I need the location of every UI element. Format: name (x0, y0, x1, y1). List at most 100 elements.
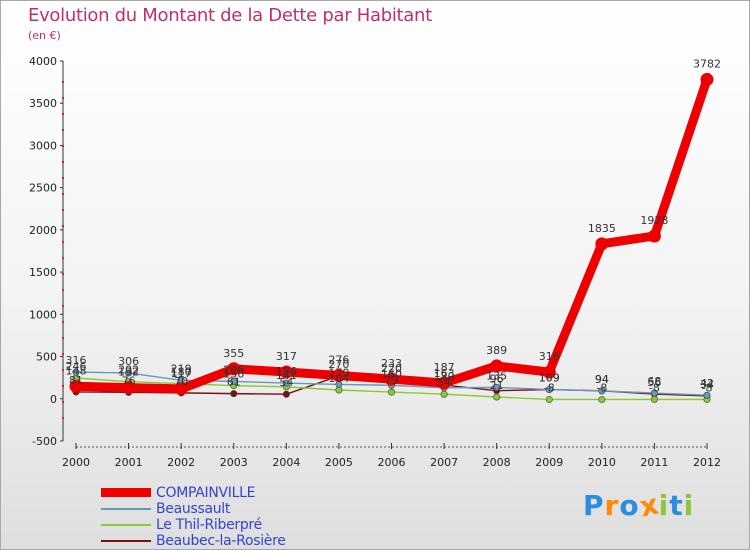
data-label: 1835 (588, 222, 616, 235)
legend-label: Beaubec-la-Rosière (156, 533, 286, 549)
data-point (650, 395, 658, 403)
data-label: 61 (227, 376, 241, 389)
data-label: 270 (328, 358, 349, 371)
data-point (700, 72, 714, 86)
y-tick-label: 3500 (29, 97, 57, 110)
y-tick-label: 500 (36, 351, 57, 364)
data-label: -8 (544, 381, 555, 394)
data-label: -8 (649, 381, 660, 394)
data-label: 130 (434, 370, 455, 383)
data-label: 148 (66, 364, 87, 377)
chart-unit: (en €) (28, 29, 61, 42)
x-tick-label: 2003 (220, 456, 248, 469)
legend-label: COMPAINVILLE (156, 485, 256, 501)
data-label: 186 (276, 365, 297, 378)
data-point (174, 382, 188, 396)
data-label: 96 (490, 373, 504, 386)
data-label: 135 (486, 369, 507, 382)
data-label: -8 (596, 381, 607, 394)
data-point (545, 386, 553, 394)
y-tick-label: -500 (32, 435, 57, 448)
data-label: 180 (171, 366, 192, 379)
data-label: 109 (539, 372, 560, 385)
data-point (703, 391, 711, 399)
y-tick-label: 4000 (29, 55, 57, 68)
data-point (493, 393, 501, 401)
logo-letter: o (619, 489, 640, 522)
data-point (545, 395, 553, 403)
y-tick-label: 1500 (29, 266, 57, 279)
x-tick-label: 2002 (167, 456, 195, 469)
x-tick-label: 2001 (115, 456, 143, 469)
data-point (385, 372, 398, 386)
y-tick-label: 3000 (29, 139, 57, 152)
data-point (387, 388, 395, 396)
data-point (595, 237, 609, 251)
data-label: 163 (434, 367, 455, 380)
data-point (230, 377, 238, 385)
data-label: 206 (223, 363, 244, 376)
data-label: 389 (486, 344, 507, 357)
data-point (598, 387, 606, 395)
y-tick-label: 0 (50, 393, 57, 406)
data-point (125, 369, 133, 377)
legend-swatch (101, 508, 151, 510)
data-label: 94 (595, 373, 609, 386)
data-label: 109 (539, 372, 560, 385)
data-point (542, 365, 556, 379)
proxiti-logo: Proxiti (583, 487, 695, 523)
data-point (650, 389, 658, 397)
data-point (282, 390, 290, 398)
data-label: 94 (595, 373, 609, 386)
data-label: 132 (118, 366, 139, 379)
data-label: 1928 (640, 214, 668, 227)
legend-label: Beaussault (156, 501, 231, 517)
y-tick-label: 2500 (29, 182, 57, 195)
legend-label: Le Thil-Riberpré (156, 517, 262, 533)
data-label: 219 (171, 362, 192, 375)
x-tick-label: 2011 (640, 456, 668, 469)
data-label: 76 (122, 374, 136, 387)
data-point (490, 359, 504, 373)
data-point (72, 368, 80, 376)
data-point (230, 390, 238, 398)
data-label: 54 (279, 376, 293, 389)
data-label: 117 (171, 367, 192, 380)
data-label: 202 (118, 364, 139, 377)
data-point (647, 229, 661, 243)
x-tick-label: 2005 (325, 456, 353, 469)
data-point (282, 379, 290, 387)
data-label: 316 (539, 350, 560, 363)
data-point (227, 362, 241, 376)
data-point (493, 383, 501, 391)
data-label: 170 (328, 366, 349, 379)
data-label: 220 (381, 362, 402, 375)
data-label: 160 (381, 367, 402, 380)
data-point (122, 381, 136, 395)
x-tick-label: 2007 (430, 456, 458, 469)
data-label: 156 (223, 368, 244, 381)
data-label: 276 (328, 353, 349, 366)
data-label: 79 (385, 374, 399, 387)
data-point (598, 395, 606, 403)
data-label: 233 (381, 357, 402, 370)
data-label: 56 (647, 376, 661, 389)
data-label: 81 (69, 374, 83, 387)
y-tick-label: 1000 (29, 308, 57, 321)
data-label: 42 (700, 377, 714, 390)
data-label: 68 (647, 375, 661, 388)
logo-letter: i (683, 489, 695, 522)
data-point (69, 379, 83, 393)
logo-letter: P (583, 489, 605, 522)
legend-swatch (101, 524, 151, 526)
data-label: 306 (118, 355, 139, 368)
logo-letter: i (658, 489, 670, 522)
x-tick-label: 2006 (378, 456, 406, 469)
data-label: 355 (223, 347, 244, 360)
x-tick-label: 2010 (588, 456, 616, 469)
data-label: 316 (66, 354, 87, 367)
data-label: 3782 (693, 57, 721, 70)
data-label: 54 (437, 376, 451, 389)
